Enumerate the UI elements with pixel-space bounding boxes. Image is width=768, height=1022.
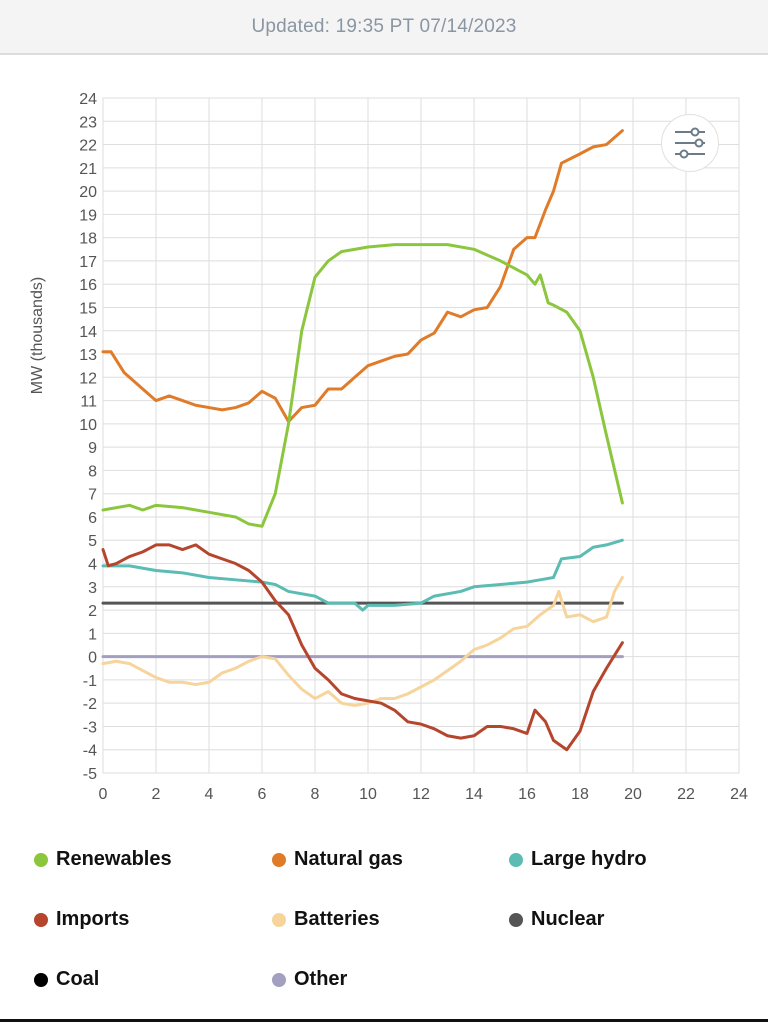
series-line-large-hydro <box>101 538 624 612</box>
y-tick-label: 17 <box>79 254 97 271</box>
legend-label: Coal <box>56 968 100 990</box>
legend-item-other[interactable]: Other <box>272 968 347 991</box>
y-tick-label: 10 <box>79 417 97 434</box>
filter-button[interactable] <box>661 114 719 172</box>
legend-dot-icon <box>272 972 286 987</box>
y-tick-label: -2 <box>83 696 97 713</box>
series-line-imports <box>101 543 624 752</box>
legend-label: Batteries <box>294 908 380 930</box>
x-tick-label: 6 <box>258 786 267 803</box>
y-tick-label: 6 <box>88 510 97 527</box>
y-tick-label: -3 <box>83 719 97 736</box>
x-tick-label: 8 <box>311 786 320 803</box>
x-tick-label: 16 <box>518 786 536 803</box>
x-tick-label: 2 <box>152 786 161 803</box>
legend-dot-icon <box>34 912 48 927</box>
y-tick-label: 0 <box>88 650 97 667</box>
y-tick-label: 5 <box>88 533 97 550</box>
y-tick-label: 3 <box>88 580 97 597</box>
sliders-icon <box>675 127 705 159</box>
y-tick-label: 9 <box>88 440 97 457</box>
supply-trend-chart: -5-4-3-2-1012345678910111213141516171819… <box>29 91 748 803</box>
legend-item-coal[interactable]: Coal <box>34 968 99 991</box>
y-tick-label: 15 <box>79 300 97 317</box>
legend-dot-icon <box>509 852 523 867</box>
legend-item-renewables[interactable]: Renewables <box>34 848 172 871</box>
y-tick-label: 19 <box>79 207 97 224</box>
y-tick-label: 20 <box>79 184 97 201</box>
y-tick-label: 14 <box>79 324 97 341</box>
y-axis-label: MW (thousands) <box>29 277 46 394</box>
y-tick-label: 21 <box>79 161 97 178</box>
x-tick-label: 12 <box>412 786 430 803</box>
y-tick-label: 22 <box>79 138 97 155</box>
series-line-renewables <box>101 243 624 528</box>
y-tick-label: 23 <box>79 114 97 131</box>
legend-item-large-hydro[interactable]: Large hydro <box>509 848 647 871</box>
y-tick-label: 24 <box>79 91 97 108</box>
legend-label: Imports <box>56 908 130 930</box>
y-tick-label: 7 <box>88 487 97 504</box>
legend-item-imports[interactable]: Imports <box>34 908 129 931</box>
series-line-natural-gas <box>101 129 624 424</box>
update-header: Updated: 19:35 PT 07/14/2023 <box>0 0 768 55</box>
y-tick-label: 13 <box>79 347 97 364</box>
x-tick-label: 14 <box>465 786 483 803</box>
legend-dot-icon <box>509 912 523 927</box>
y-tick-label: 11 <box>80 394 97 411</box>
legend-label: Other <box>294 968 348 990</box>
legend-item-natural-gas[interactable]: Natural gas <box>272 848 403 871</box>
legend-item-batteries[interactable]: Batteries <box>272 908 380 931</box>
y-tick-label: 12 <box>79 370 97 387</box>
x-tick-label: 20 <box>624 786 642 803</box>
y-tick-label: 16 <box>79 277 97 294</box>
y-tick-label: -4 <box>83 743 97 760</box>
legend-dot-icon <box>34 972 48 987</box>
x-tick-label: 0 <box>99 786 108 803</box>
y-tick-label: -5 <box>83 766 97 783</box>
x-tick-label: 10 <box>359 786 377 803</box>
legend-label: Renewables <box>56 848 172 870</box>
legend-dot-icon <box>34 852 48 867</box>
legend-dot-icon <box>272 912 286 927</box>
x-tick-label: 24 <box>730 786 748 803</box>
legend-label: Nuclear <box>531 908 605 930</box>
x-tick-label: 22 <box>677 786 695 803</box>
legend-label: Large hydro <box>531 848 647 870</box>
y-tick-label: 2 <box>88 603 97 620</box>
updated-timestamp: Updated: 19:35 PT 07/14/2023 <box>251 15 517 37</box>
y-tick-label: 1 <box>88 626 97 643</box>
y-tick-label: 18 <box>79 231 97 248</box>
legend-item-nuclear[interactable]: Nuclear <box>509 908 604 931</box>
x-tick-label: 4 <box>205 786 214 803</box>
bottom-border <box>0 1019 768 1022</box>
y-tick-label: -1 <box>83 673 97 690</box>
y-tick-label: 8 <box>88 463 97 480</box>
x-tick-label: 18 <box>571 786 589 803</box>
y-tick-label: 4 <box>88 557 97 574</box>
legend-dot-icon <box>272 852 286 867</box>
legend-label: Natural gas <box>294 848 403 870</box>
